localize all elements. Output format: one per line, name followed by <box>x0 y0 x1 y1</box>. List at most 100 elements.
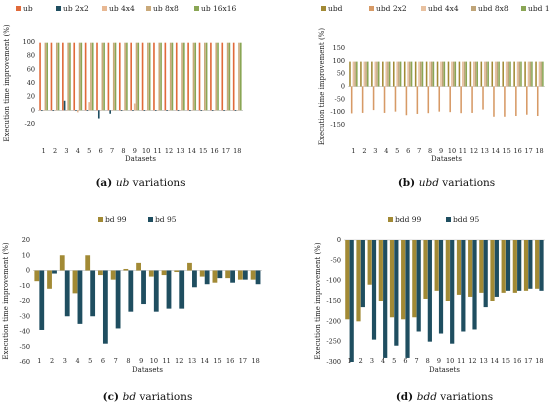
bar <box>505 240 511 291</box>
x-tick-label: 10 <box>150 357 158 365</box>
x-tick-label: 18 <box>535 147 543 155</box>
bar <box>158 42 161 111</box>
legend-swatch <box>194 6 199 11</box>
legend-swatch <box>98 217 103 222</box>
bar <box>238 42 240 111</box>
bar <box>239 42 242 111</box>
bar <box>378 240 383 301</box>
x-tick-label: 5 <box>87 147 91 155</box>
bar <box>88 102 90 111</box>
bar <box>67 42 69 111</box>
bar <box>512 240 517 293</box>
x-axis-label: Datasets <box>431 155 462 163</box>
bar <box>148 270 154 277</box>
bar <box>383 240 388 358</box>
bar <box>192 270 197 288</box>
bar <box>542 61 544 87</box>
bar <box>501 240 506 293</box>
bar <box>461 240 466 332</box>
bar <box>90 270 96 317</box>
bar <box>371 240 377 340</box>
bar <box>412 240 417 318</box>
legend-swatch <box>146 6 151 11</box>
x-tick-label: 5 <box>392 357 396 365</box>
bar <box>509 61 511 87</box>
bar <box>462 61 464 87</box>
x-tick-label: 17 <box>524 357 532 365</box>
bar <box>225 270 231 279</box>
bar <box>96 42 98 111</box>
x-tick-label: 7 <box>415 357 419 365</box>
legend-label: bdd 95 <box>453 215 480 224</box>
bar <box>361 86 364 113</box>
y-tick-label: -200 <box>326 317 341 325</box>
legend-swatch <box>521 6 526 11</box>
x-tick-label: 18 <box>251 357 259 365</box>
bar <box>179 270 185 309</box>
bar <box>242 270 248 280</box>
bar <box>483 61 486 87</box>
bar <box>416 86 419 114</box>
y-tick-label: 60 <box>27 65 35 73</box>
bar <box>126 42 128 111</box>
bar <box>211 110 214 112</box>
bar <box>460 86 462 114</box>
bar <box>44 42 47 111</box>
bar <box>463 61 466 87</box>
bar <box>407 61 409 87</box>
bar <box>215 42 218 111</box>
bar <box>504 86 506 117</box>
x-tick-label: 4 <box>384 147 388 155</box>
bar <box>526 86 528 115</box>
bar <box>153 270 159 312</box>
bar <box>103 42 105 111</box>
x-tick-label: 4 <box>76 147 80 155</box>
bar <box>485 61 488 87</box>
y-tick-label: -20 <box>20 297 30 305</box>
bar <box>128 270 134 312</box>
bar <box>445 240 450 301</box>
legend-label: ubd <box>328 4 343 13</box>
bar <box>124 42 126 111</box>
bar <box>410 61 413 87</box>
y-axis-label: Execution time improvement (%) <box>314 242 322 359</box>
y-tick-label: -300 <box>326 358 341 366</box>
x-tick-label: 2 <box>50 357 54 365</box>
bar <box>107 42 110 111</box>
bar <box>518 61 521 87</box>
bar <box>452 61 455 87</box>
bar <box>383 86 386 113</box>
x-tick-label: 16 <box>513 147 521 155</box>
bar <box>469 61 472 87</box>
bar <box>198 42 201 111</box>
chart-caption: (c) bd variations <box>103 391 193 403</box>
bar <box>458 61 461 87</box>
x-axis-label: Datasets <box>132 366 163 374</box>
bar <box>148 42 151 111</box>
bar <box>160 42 162 111</box>
bar <box>516 61 519 87</box>
legend-label: ub <box>23 4 33 13</box>
x-tick-label: 16 <box>210 147 218 155</box>
bar <box>199 270 205 277</box>
bar <box>436 61 439 87</box>
bar <box>399 61 402 87</box>
bar <box>41 110 43 112</box>
bar <box>84 42 87 111</box>
bar <box>204 270 210 285</box>
x-tick-label: 9 <box>139 357 143 365</box>
bar <box>174 270 180 273</box>
bar <box>447 61 450 87</box>
x-tick-label: 14 <box>188 147 196 155</box>
x-tick-label: 8 <box>121 147 125 155</box>
bar <box>212 270 218 283</box>
y-axis-label: Execution time improvement (%) <box>3 24 11 141</box>
chart-caption: (b) ubd variations <box>398 177 495 189</box>
bar <box>472 240 477 330</box>
x-tick-label: 13 <box>481 147 489 155</box>
y-tick-label: -50 <box>331 256 341 264</box>
bar <box>115 270 121 329</box>
bar <box>523 240 529 291</box>
y-tick-label: 0 <box>26 267 30 275</box>
bar <box>98 270 103 276</box>
